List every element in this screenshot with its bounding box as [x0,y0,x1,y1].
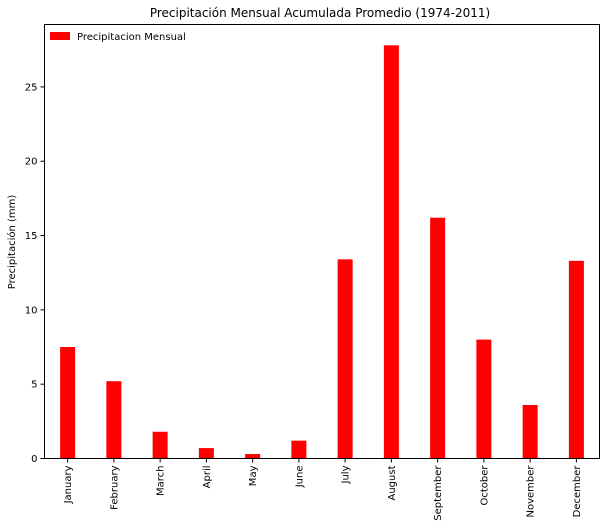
bar-july [337,259,353,459]
bar-april [198,448,214,459]
x-tick-label-june: June [294,466,305,489]
bar-january [60,347,76,459]
x-tick-label-september: September [433,465,444,521]
bar-june [291,440,307,459]
chart-title: Precipitación Mensual Acumulada Promedio… [150,6,490,20]
y-axis-label: Precipitación (mm) [6,195,18,290]
bar-december [568,260,584,459]
x-tick-label-april: April [202,466,213,489]
x-tick-label-december: December [572,465,583,518]
x-axis-ticks: January February March April May June July Augu… [63,458,583,521]
x-tick-label-july: July [341,465,352,484]
bar-february [106,381,122,459]
bar-november [522,404,538,459]
x-tick-label-february: February [109,465,120,509]
y-tick-label: 0 [31,454,37,465]
x-tick-label-march: March [156,466,167,496]
bar-september [430,217,446,459]
y-tick-label: 5 [31,380,37,391]
legend-label: Precipitacion Mensual [77,32,186,43]
x-tick-label-august: August [387,465,398,500]
bars-layer [60,45,584,459]
y-tick-label: 15 [25,231,38,242]
x-tick-label-november: November [526,465,537,518]
y-tick-label: 10 [25,305,38,316]
plot-frame [44,24,600,459]
y-axis-ticks: 0 5 10 15 20 25 [25,82,45,465]
y-tick-label: 20 [25,157,38,168]
bar-october [476,339,492,459]
y-tick-label: 25 [25,82,38,93]
legend: Precipitacion Mensual [50,32,186,43]
bar-may [245,454,261,459]
x-tick-label-october: October [479,465,490,506]
legend-swatch [50,32,70,40]
x-tick-label-january: January [63,465,74,504]
bar-august [383,45,399,459]
x-tick-label-may: May [248,465,259,486]
bar-march [152,431,168,459]
